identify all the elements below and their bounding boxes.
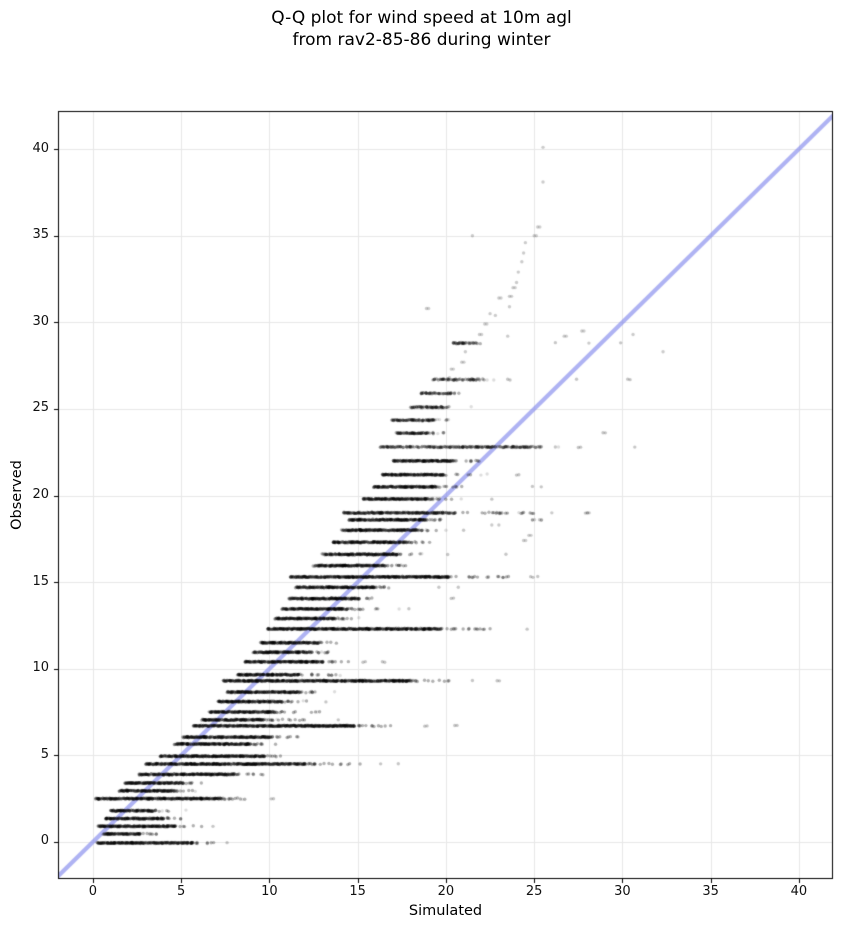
y-tick-label: 5 — [40, 746, 49, 762]
y-tick-label: 30 — [32, 313, 49, 329]
x-tick-label: 30 — [614, 884, 631, 899]
chart-title-line2: from rav2-85-86 during winter — [292, 30, 551, 50]
x-tick-label: 0 — [88, 884, 98, 899]
y-tick-label: 15 — [32, 573, 49, 589]
y-tick-label: 10 — [32, 660, 49, 676]
x-tick-label: 25 — [525, 884, 543, 899]
chart-title-line1: Q-Q plot for wind speed at 10m agl — [271, 8, 572, 28]
chart-title: Q-Q plot for wind speed at 10m agl from … — [0, 7, 843, 51]
x-tick-label: 35 — [702, 884, 719, 899]
y-tick-label: 35 — [32, 227, 49, 243]
x-tick-label: 10 — [261, 884, 278, 899]
y-tick-label: 0 — [40, 833, 49, 849]
x-axis-label: Simulated — [408, 903, 483, 919]
y-tick-label: 40 — [32, 140, 49, 156]
y-axis-label: Observed — [9, 460, 25, 530]
x-tick-label: 40 — [790, 884, 808, 899]
x-tick-label: 5 — [177, 884, 186, 899]
y-tick-label: 25 — [32, 400, 49, 416]
x-tick-label: 15 — [349, 884, 366, 899]
y-tick-label: 20 — [32, 487, 49, 503]
x-tick-label: 20 — [437, 884, 455, 899]
